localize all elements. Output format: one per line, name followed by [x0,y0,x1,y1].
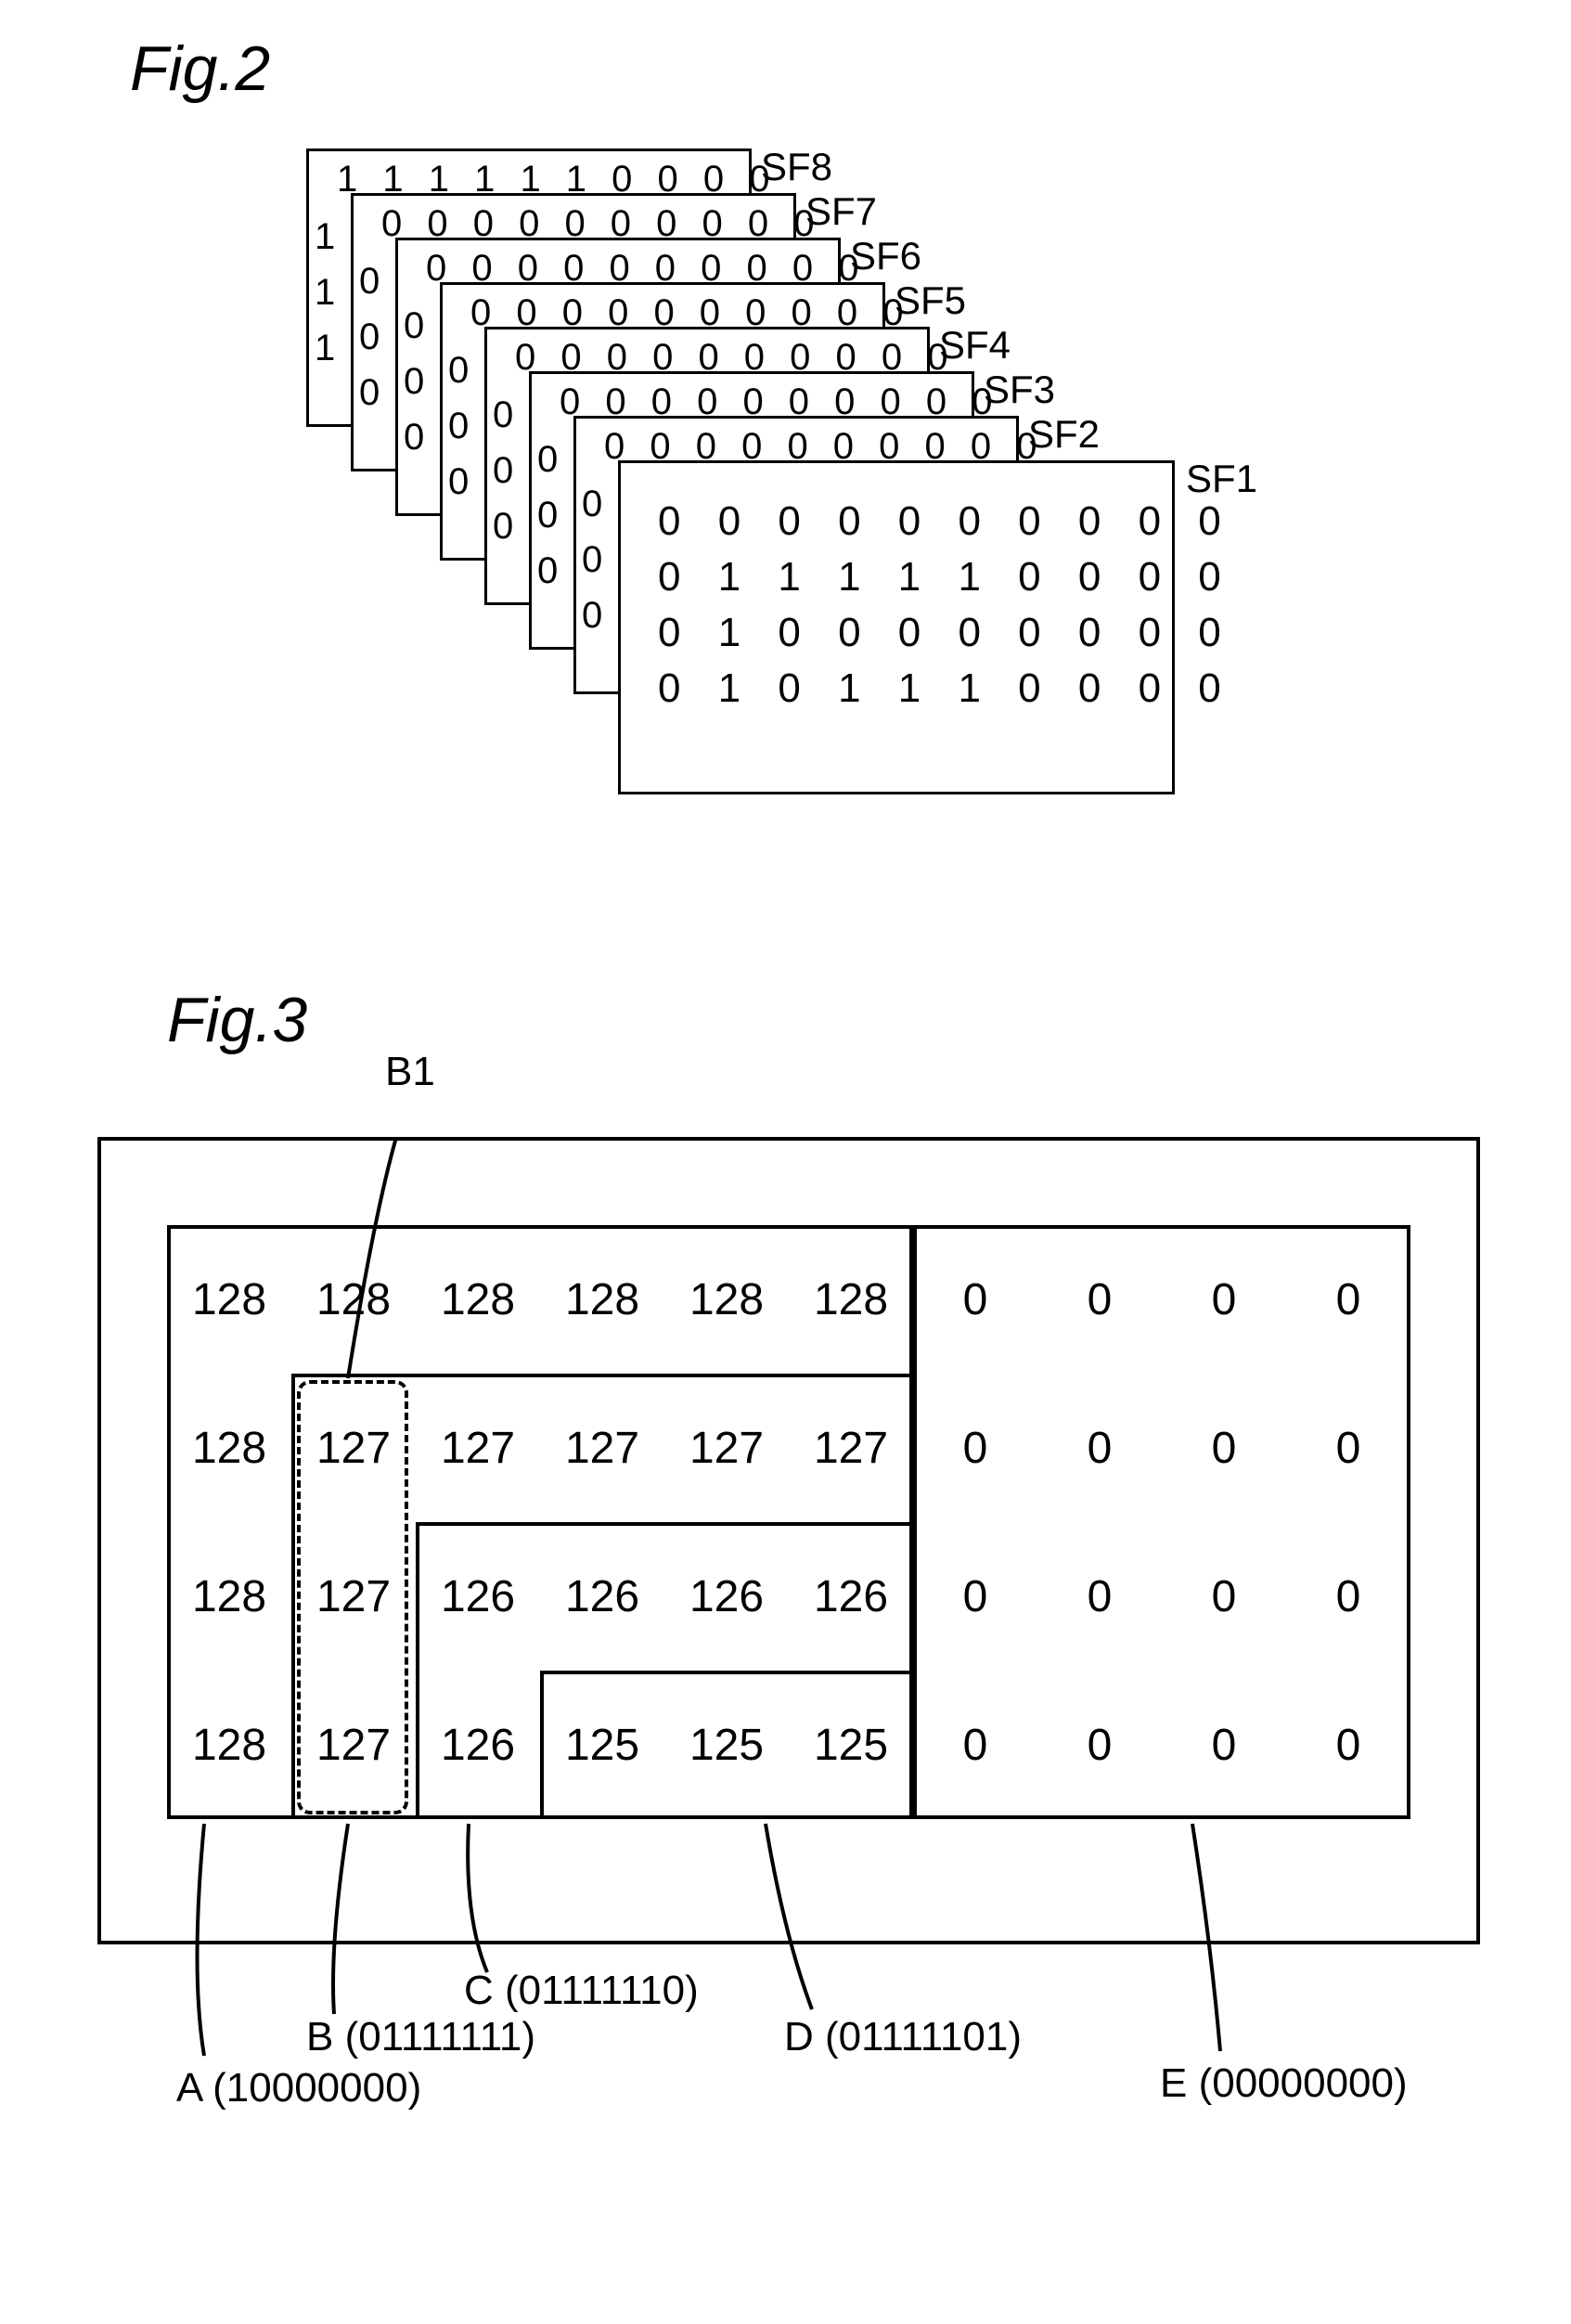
b1-label: B1 [385,1049,435,1095]
region-A-label: A (10000000) [176,2065,421,2111]
fig3-title: Fig.3 [167,984,307,1056]
frame-sf7-label: SF7 [805,189,877,234]
sf1-row-0: 0 0 0 0 0 0 0 0 0 0 [658,498,1153,545]
frame-sf5-label: SF5 [895,278,966,323]
region-C-label: C (01111110) [464,1968,699,2014]
frame-sf8-label: SF8 [761,145,832,189]
region-B-label: B (01111111) [306,2014,535,2060]
region-D [540,1671,913,1819]
frame-sf5-left: 0 0 0 [448,342,469,510]
sf1-row-3: 0 1 0 1 1 1 0 0 0 0 [658,665,1153,712]
region-E [913,1225,1410,1819]
frame-sf2-label: SF2 [1028,412,1100,457]
frame-sf6-label: SF6 [850,234,921,278]
frame-sf4-left: 0 0 0 [493,387,513,554]
sf1-row-1: 0 1 1 1 1 1 0 0 0 0 [658,554,1153,600]
frame-sf3-label: SF3 [984,368,1055,412]
fig2: 1 1 1 1 1 1 0 0 0 0 1 1 1 SF8 0 0 0 0 0 … [306,148,1281,947]
region-D-label: D (01111101) [784,2014,1022,2060]
sf1-row-2: 0 1 0 0 0 0 0 0 0 0 [658,610,1153,656]
fig2-title: Fig.2 [130,32,270,105]
frame-sf4-label: SF4 [939,323,1011,368]
region-E-label: E (00000000) [1160,2060,1408,2107]
frame-sf1-body: 0 0 0 0 0 0 0 0 0 0 0 1 1 1 1 1 0 0 0 0 … [658,489,1153,773]
frame-sf2-left: 0 0 0 [582,476,602,643]
frame-sf8-left: 1 1 1 [315,209,335,376]
frame-sf1: 0 0 0 0 0 0 0 0 0 0 0 1 1 1 1 1 0 0 0 0 … [618,460,1175,794]
frame-sf7-left: 0 0 0 [359,253,380,420]
region-B1-dashed [297,1380,408,1814]
fig3: B1 128 128 128 128 128 128 [97,1137,1480,2306]
frame-sf1-label: SF1 [1186,457,1257,501]
frame-sf6-left: 0 0 0 [404,298,424,465]
frame-sf3-left: 0 0 0 [537,432,558,599]
